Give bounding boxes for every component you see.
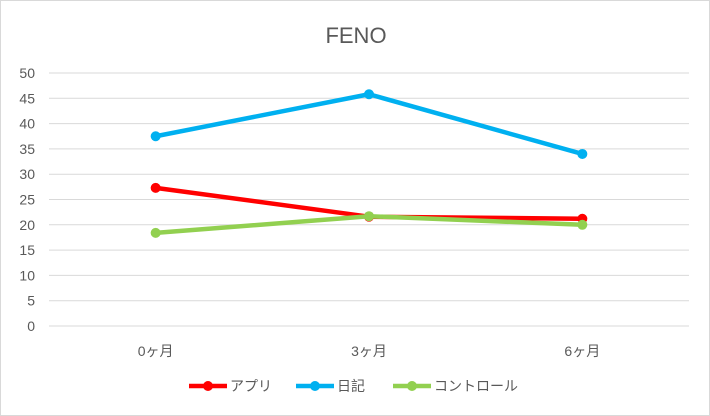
data-point — [577, 219, 588, 230]
y-tick-label: 40 — [19, 116, 35, 132]
x-tick-label: 0ヶ月 — [138, 343, 174, 359]
x-tick-label: 3ヶ月 — [351, 343, 387, 359]
y-tick-label: 20 — [19, 217, 35, 233]
x-tick-label: 6ヶ月 — [564, 343, 600, 359]
data-point — [150, 182, 161, 193]
legend-label: 日記 — [337, 378, 365, 394]
legend-marker — [407, 381, 417, 391]
legend-marker — [310, 381, 320, 391]
y-tick-label: 50 — [19, 65, 35, 81]
data-point — [364, 89, 374, 100]
series-line-1 — [155, 92, 583, 157]
data-point — [150, 227, 161, 238]
data-point — [150, 131, 161, 142]
legend-label: コントロール — [434, 378, 518, 394]
chart-title: FENO — [325, 23, 386, 48]
y-tick-label: 45 — [19, 90, 35, 106]
y-tick-label: 15 — [19, 242, 35, 258]
legend-label: アプリ — [230, 378, 272, 394]
y-tick-label: 0 — [27, 318, 35, 334]
y-tick-label: 30 — [19, 166, 35, 182]
data-point — [364, 211, 374, 222]
data-point — [577, 148, 588, 159]
y-tick-label: 5 — [27, 293, 35, 309]
y-tick-label: 35 — [19, 141, 35, 157]
legend-marker — [203, 381, 213, 391]
y-tick-label: 25 — [19, 192, 35, 208]
y-tick-label: 10 — [19, 267, 35, 283]
